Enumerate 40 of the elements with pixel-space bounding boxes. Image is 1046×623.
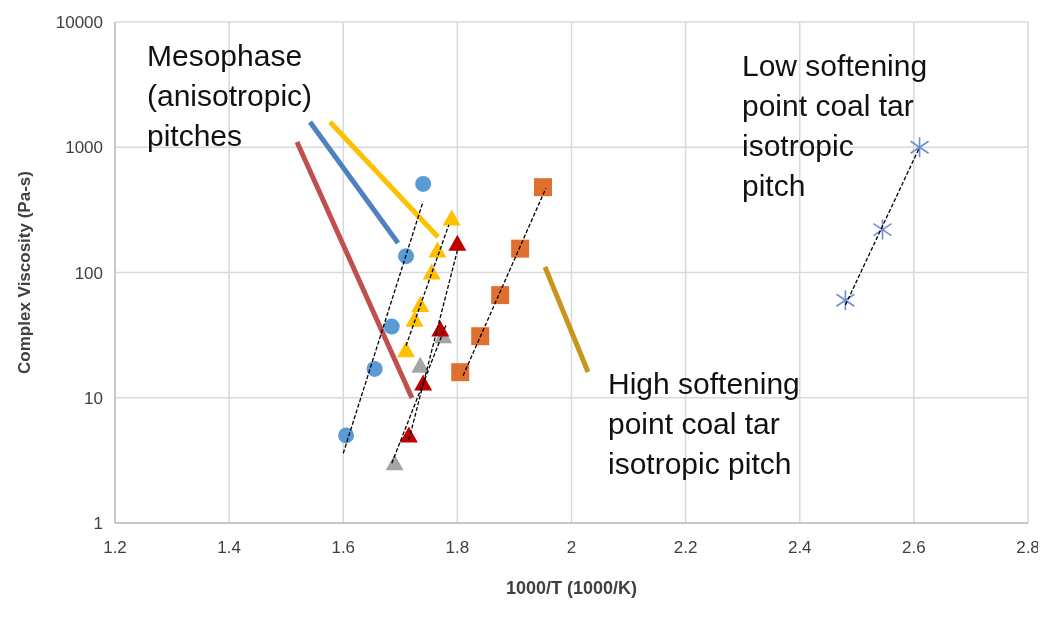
x-tick-label: 2.6 xyxy=(902,538,926,557)
point xyxy=(366,360,383,377)
x-tick-label: 2.4 xyxy=(787,538,812,557)
point xyxy=(405,310,424,327)
point xyxy=(411,296,430,313)
y-tick-label: 10 xyxy=(84,388,103,408)
x-tick-label: 1.4 xyxy=(217,538,241,557)
point xyxy=(442,209,461,226)
y-tick-label: 10000 xyxy=(55,13,103,32)
point xyxy=(872,218,893,241)
x-tick-label: 2 xyxy=(566,538,577,557)
point xyxy=(451,363,470,382)
point xyxy=(422,263,441,280)
annotation: High softening point coal tar isotropic pitch xyxy=(608,367,800,480)
point xyxy=(398,248,415,265)
point xyxy=(385,454,404,471)
y-axis-title: Complex Viscosity (Pa-s) xyxy=(15,171,34,374)
point xyxy=(415,175,432,192)
x-tick-label: 1.2 xyxy=(103,538,127,557)
x-tick-label: 2.2 xyxy=(673,538,698,557)
annotation: Mesophase (anisotropic) pitches xyxy=(147,39,313,152)
point xyxy=(411,356,430,373)
point xyxy=(909,136,930,159)
y-tick-label: 100 xyxy=(74,263,103,283)
x-tick-label: 1.8 xyxy=(445,538,470,557)
point xyxy=(383,318,400,335)
point xyxy=(338,427,355,444)
y-tick-label: 1000 xyxy=(65,138,103,158)
point xyxy=(533,178,552,197)
y-tick-label: 1 xyxy=(93,514,103,533)
point xyxy=(511,239,530,258)
point xyxy=(835,289,856,312)
point xyxy=(428,241,447,258)
x-tick-label: 1.6 xyxy=(331,538,356,557)
point xyxy=(471,327,490,346)
point xyxy=(448,234,467,251)
point xyxy=(491,286,510,305)
annotation: Low softening point coal tar isotropic pitch xyxy=(742,49,928,202)
x-axis-title: 1000/T (1000/K) xyxy=(505,578,638,598)
point xyxy=(397,341,416,358)
